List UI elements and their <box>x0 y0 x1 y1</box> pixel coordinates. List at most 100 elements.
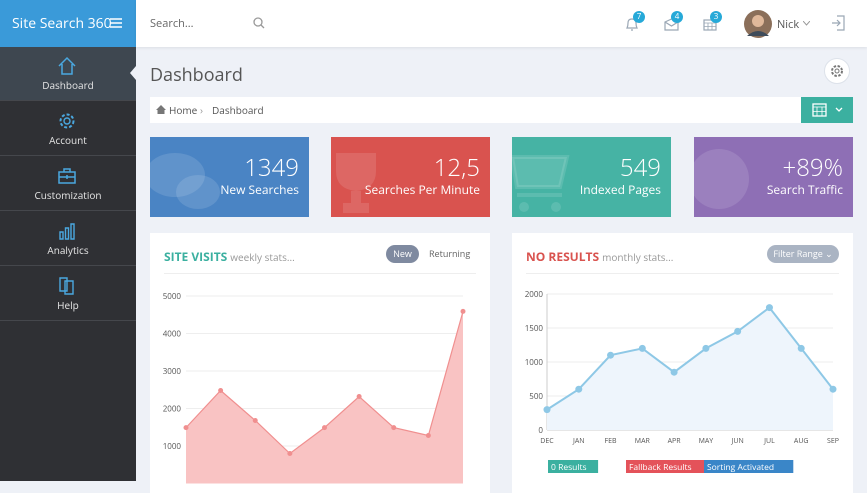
data-point <box>797 344 805 352</box>
chart-panel: SITE VISITS weekly stats... New Returning… <box>150 233 490 493</box>
nav-item[interactable]: Help <box>0 267 136 321</box>
chart-subtitle: monthly stats... <box>602 250 674 264</box>
data-point <box>702 344 710 352</box>
series-area <box>547 307 833 430</box>
breadcrumb-item[interactable]: Home <box>169 103 198 117</box>
chart-title: SITE VISITS <box>164 248 228 265</box>
data-point <box>638 344 646 352</box>
stat-value: 12,5 <box>433 151 480 184</box>
y-tick-label: 1000 <box>525 357 544 368</box>
nav-item[interactable]: Account <box>0 102 136 156</box>
nav-label: Customization <box>34 188 102 202</box>
x-tick-label: SEP <box>827 437 839 446</box>
data-point <box>322 425 327 431</box>
y-tick-label: 4000 <box>163 329 182 340</box>
y-tick-label: 500 <box>529 391 543 402</box>
y-tick-label: 1000 <box>163 441 182 452</box>
avatar[interactable] <box>744 10 772 38</box>
brand-name: Site Search 360 <box>12 14 112 33</box>
stat-label: Search Traffic <box>766 181 843 198</box>
chart-title: NO RESULTS <box>526 248 600 265</box>
x-tick-label: JUN <box>731 437 744 446</box>
data-point <box>829 385 837 393</box>
logout-icon[interactable] <box>831 15 845 31</box>
legend-swatch <box>626 460 711 473</box>
mail-icon[interactable] <box>664 18 679 31</box>
stat-label: Indexed Pages <box>579 181 661 198</box>
data-point <box>607 351 615 359</box>
toolbox-icon <box>58 168 76 184</box>
legend-label: Fallback Results <box>629 462 692 473</box>
badge: 7 <box>633 11 645 23</box>
data-point <box>670 368 678 376</box>
settings-button[interactable] <box>824 58 850 84</box>
caret <box>803 21 810 26</box>
filter-label: Filter Range <box>773 247 823 260</box>
toggle-button[interactable]: Returning <box>429 247 471 260</box>
x-tick-label: MAY <box>699 437 714 446</box>
nav-label: Account <box>49 133 87 147</box>
chart: 1000 2000 3000 4000 5000 <box>163 291 466 484</box>
card-icon <box>512 155 570 212</box>
series-line <box>546 306 834 411</box>
card-icon <box>150 153 220 209</box>
data-point <box>543 406 551 414</box>
user-name[interactable]: Nick <box>777 17 800 32</box>
data-point <box>391 425 397 431</box>
data-point <box>575 385 583 393</box>
nav-item[interactable]: Dashboard <box>0 47 136 101</box>
data-point <box>218 388 224 393</box>
breadcrumb-item: Dashboard <box>212 103 264 117</box>
x-tick-label: MAR <box>635 437 651 446</box>
home-icon <box>156 105 166 114</box>
x-tick-label: JAN <box>572 437 585 446</box>
stat-card: +89% Search Traffic <box>694 137 853 217</box>
active-notch <box>130 66 136 80</box>
data-point <box>734 327 742 335</box>
data-point <box>287 451 293 456</box>
legend-swatch <box>704 460 794 473</box>
nav-item[interactable]: Analytics <box>0 212 136 266</box>
data-point <box>252 418 258 423</box>
x-tick-label: FEB <box>605 437 618 446</box>
top-bar: Search... 7 4 3 Nick <box>136 0 867 47</box>
breadcrumb: Home › Dashboard <box>150 97 801 123</box>
legend-swatch <box>548 460 599 473</box>
y-tick-label: 3000 <box>163 366 182 377</box>
page-title: Dashboard <box>150 63 243 87</box>
y-tick-label: 1500 <box>525 323 544 334</box>
y-tick-label: 2000 <box>525 289 544 300</box>
x-tick-label: JUL <box>763 437 775 446</box>
x-tick-label: APR <box>668 437 682 446</box>
bell-icon[interactable] <box>625 17 639 32</box>
y-tick-label: 5000 <box>163 291 182 302</box>
chart: 0 500 1000 1500 2000 DEC JAN FEB MAR APR MAY JUN JUL… <box>525 289 839 473</box>
data-point <box>765 304 773 312</box>
docs-icon <box>59 277 74 295</box>
search-icon[interactable] <box>253 17 265 29</box>
stat-card: 12,5 Searches Per Minute <box>331 137 490 217</box>
badge: 3 <box>710 11 722 23</box>
stat-value: +89% <box>782 151 843 184</box>
menu-icon <box>110 18 122 28</box>
data-point <box>425 433 431 438</box>
card-icon <box>336 153 376 213</box>
date-picker-button[interactable] <box>801 97 853 123</box>
panel-title: NO RESULTS monthly stats... <box>526 248 673 265</box>
data-point <box>460 308 466 314</box>
nav-item[interactable]: Customization <box>0 157 136 211</box>
toggle-button[interactable]: New <box>386 245 419 263</box>
filter-button[interactable]: Filter Range ⌄ <box>767 245 839 263</box>
bars-icon <box>59 223 75 240</box>
badge: 4 <box>671 11 683 23</box>
stat-card: 549 Indexed Pages <box>512 137 671 217</box>
gear-icon <box>59 113 75 129</box>
nav-label: Dashboard <box>42 78 94 92</box>
card-icon <box>694 149 749 209</box>
brand[interactable]: Site Search 360 <box>0 0 136 47</box>
home-icon <box>58 56 76 75</box>
breadcrumb-separator: › <box>200 103 204 117</box>
panel-title: SITE VISITS weekly stats... <box>164 248 295 265</box>
search-input[interactable]: Search... <box>150 16 194 31</box>
y-tick-label: 0 <box>538 425 543 436</box>
